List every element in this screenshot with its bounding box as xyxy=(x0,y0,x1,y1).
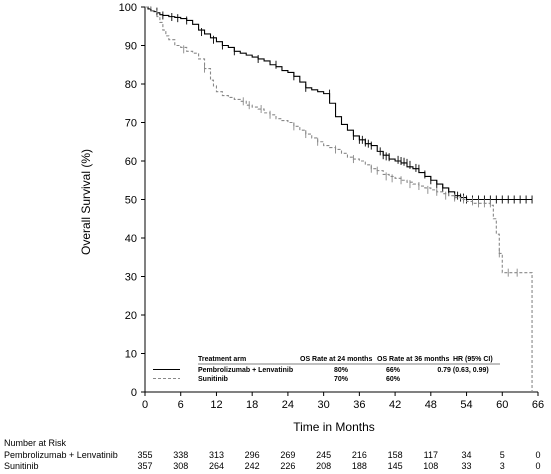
risk-value: 245 xyxy=(316,450,332,460)
risk-value: 3 xyxy=(499,461,505,471)
risk-value: 338 xyxy=(173,450,189,460)
legend-header: HR (95% CI) xyxy=(453,356,493,363)
survival-curves xyxy=(145,6,533,392)
y-tick-label: 50 xyxy=(125,195,137,207)
risk-value: 33 xyxy=(461,461,472,471)
x-tick-label: 24 xyxy=(282,399,294,411)
x-tick-label: 66 xyxy=(532,399,544,411)
y-tick-label: 70 xyxy=(125,118,137,130)
risk-value: 242 xyxy=(244,461,260,471)
risk-value: 296 xyxy=(244,450,260,460)
risk-table-title: Number at Risk xyxy=(4,438,67,448)
risk-value: 357 xyxy=(137,461,153,471)
legend-header: Treatment arm xyxy=(198,356,246,363)
x-tick-label: 6 xyxy=(178,399,184,411)
x-tick-label: 0 xyxy=(142,399,148,411)
risk-value: 264 xyxy=(208,461,224,471)
x-tick-label: 42 xyxy=(389,399,401,411)
legend-header: OS Rate at 36 months xyxy=(377,356,449,363)
risk-value: 0 xyxy=(535,450,541,460)
y-tick-label: 40 xyxy=(125,233,137,245)
legend-series-name: Pembrolizumab + Lenvatinib xyxy=(198,367,293,374)
risk-value: 269 xyxy=(280,450,296,460)
x-tick-label: 18 xyxy=(246,399,258,411)
risk-row-label: Pembrolizumab + Lenvatinib xyxy=(4,450,118,460)
y-tick-label: 20 xyxy=(125,310,137,322)
risk-value: 216 xyxy=(351,450,367,460)
x-tick-label: 30 xyxy=(318,399,330,411)
y-axis-ticks: 0 10 20 30 40 50 60 70 80 90 100 xyxy=(119,2,145,399)
risk-value: 313 xyxy=(208,450,224,460)
risk-value: 158 xyxy=(387,450,403,460)
x-tick-label: 48 xyxy=(425,399,437,411)
legend-os-24: 80% xyxy=(334,367,349,374)
y-tick-label: 0 xyxy=(131,387,137,399)
y-tick-label: 30 xyxy=(125,272,137,284)
risk-row-label: Sunitinib xyxy=(4,461,39,471)
y-tick-label: 90 xyxy=(125,41,137,53)
y-axis-label: Overall Survival (%) xyxy=(79,149,93,255)
risk-value: 5 xyxy=(499,450,505,460)
risk-value: 117 xyxy=(423,450,438,460)
y-tick-label: 100 xyxy=(119,2,137,14)
risk-value: 208 xyxy=(316,461,332,471)
risk-value: 34 xyxy=(461,450,472,460)
risk-value: 145 xyxy=(387,461,403,471)
risk-value: 226 xyxy=(280,461,296,471)
legend-hr: 0.79 (0.63, 0.99) xyxy=(437,367,488,374)
legend-os-24: 70% xyxy=(334,376,349,383)
x-axis-label: Time in Months xyxy=(293,420,375,434)
legend-series-name: Sunitinib xyxy=(198,376,228,383)
legend-os-36: 66% xyxy=(386,367,401,374)
legend-header: OS Rate at 24 months xyxy=(300,356,372,363)
risk-value: 108 xyxy=(423,461,439,471)
x-tick-label: 36 xyxy=(353,399,365,411)
legend-os-36: 60% xyxy=(386,376,401,383)
y-tick-label: 10 xyxy=(125,349,137,361)
risk-value: 308 xyxy=(173,461,189,471)
legend: Treatment arm OS Rate at 24 months OS Rate… xyxy=(153,356,500,383)
x-tick-label: 54 xyxy=(460,399,472,411)
pembrolizumab-lenvatinib-curve xyxy=(145,6,533,201)
y-tick-label: 60 xyxy=(125,156,137,168)
risk-value: 0 xyxy=(535,461,541,471)
risk-value: 355 xyxy=(137,450,153,460)
x-tick-label: 60 xyxy=(496,399,508,411)
y-tick-label: 80 xyxy=(125,79,137,91)
sunitinib-curve xyxy=(145,6,533,392)
x-axis-ticks: 0 6 12 18 24 30 36 42 48 54 60 66 xyxy=(142,392,544,411)
x-tick-label: 12 xyxy=(210,399,222,411)
risk-value: 188 xyxy=(351,461,367,471)
